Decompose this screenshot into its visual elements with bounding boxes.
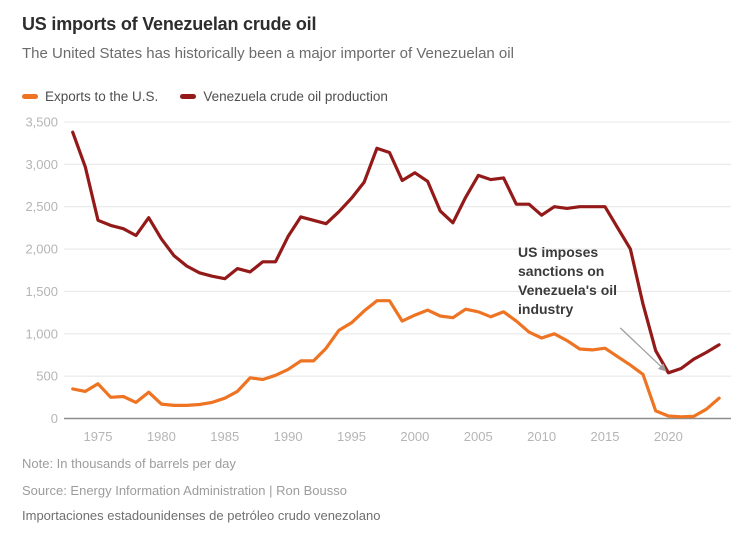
svg-text:1985: 1985 <box>210 429 239 444</box>
footer-translation: Importaciones estadounidenses de petróle… <box>22 508 381 523</box>
legend-item-production: Venezuela crude oil production <box>180 89 388 104</box>
svg-text:2020: 2020 <box>654 429 683 444</box>
footer-note: Note: In thousands of barrels per day <box>22 456 236 471</box>
svg-text:0: 0 <box>51 411 58 426</box>
svg-text:2015: 2015 <box>591 429 620 444</box>
y-axis-tick-labels: 0 500 1,000 1,500 2,000 2,500 3,000 3,500 <box>25 115 58 427</box>
chart-subtitle: The United States has historically been … <box>22 45 514 62</box>
x-axis-tick-labels: 1975 1980 1985 1990 1995 2000 2005 2010 2015 2020 <box>84 429 683 444</box>
legend-label-production: Venezuela crude oil production <box>203 89 388 104</box>
svg-text:2000: 2000 <box>400 429 429 444</box>
sanctions-annotation: US imposes sanctions on Venezuela's oil … <box>518 244 618 317</box>
legend-label-exports: Exports to the U.S. <box>45 89 159 104</box>
chart-title: US imports of Venezuelan crude oil <box>22 14 317 34</box>
exports-line-swatch-icon <box>22 94 38 99</box>
svg-text:2010: 2010 <box>527 429 556 444</box>
svg-text:2,500: 2,500 <box>25 199 58 214</box>
svg-text:1,500: 1,500 <box>25 284 58 299</box>
footer-source: Source: Energy Information Administratio… <box>22 483 347 498</box>
svg-text:3,000: 3,000 <box>25 157 58 172</box>
annotation-arrow <box>619 327 667 372</box>
svg-text:2,000: 2,000 <box>25 242 58 257</box>
svg-text:3,500: 3,500 <box>25 115 58 130</box>
legend: Exports to the U.S. Venezuela crude oil … <box>22 89 388 104</box>
svg-text:1995: 1995 <box>337 429 366 444</box>
svg-text:2005: 2005 <box>464 429 493 444</box>
svg-text:1975: 1975 <box>84 429 113 444</box>
production-line-swatch-icon <box>180 94 197 99</box>
svg-text:500: 500 <box>36 369 58 384</box>
svg-text:1990: 1990 <box>274 429 303 444</box>
svg-text:1,000: 1,000 <box>25 326 58 341</box>
legend-item-exports: Exports to the U.S. <box>22 89 158 104</box>
exports-line <box>71 299 721 419</box>
svg-text:1980: 1980 <box>147 429 176 444</box>
gridlines <box>64 121 731 420</box>
production-line <box>71 130 721 375</box>
